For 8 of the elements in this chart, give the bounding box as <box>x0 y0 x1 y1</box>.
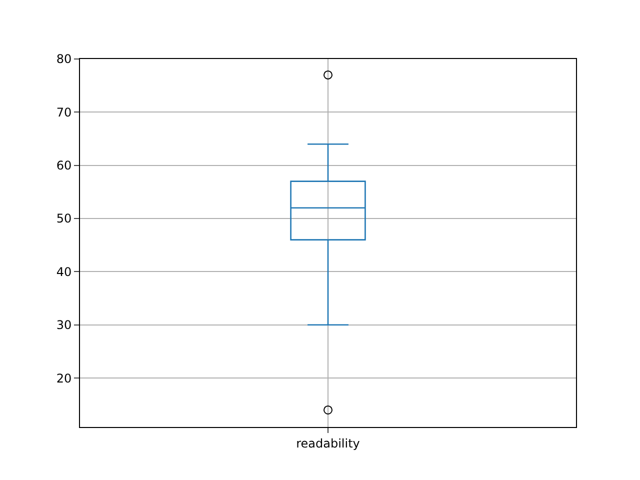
y-tick-label: 50 <box>56 212 72 226</box>
y-tick-label: 80 <box>56 52 72 66</box>
y-tick-label: 60 <box>56 158 72 173</box>
x-tick-label: readability <box>296 436 360 450</box>
y-tick-label: 20 <box>56 371 72 386</box>
y-tick-label: 70 <box>56 105 72 120</box>
y-tick-label: 40 <box>56 264 72 279</box>
y-tick-label: 30 <box>56 318 72 332</box>
